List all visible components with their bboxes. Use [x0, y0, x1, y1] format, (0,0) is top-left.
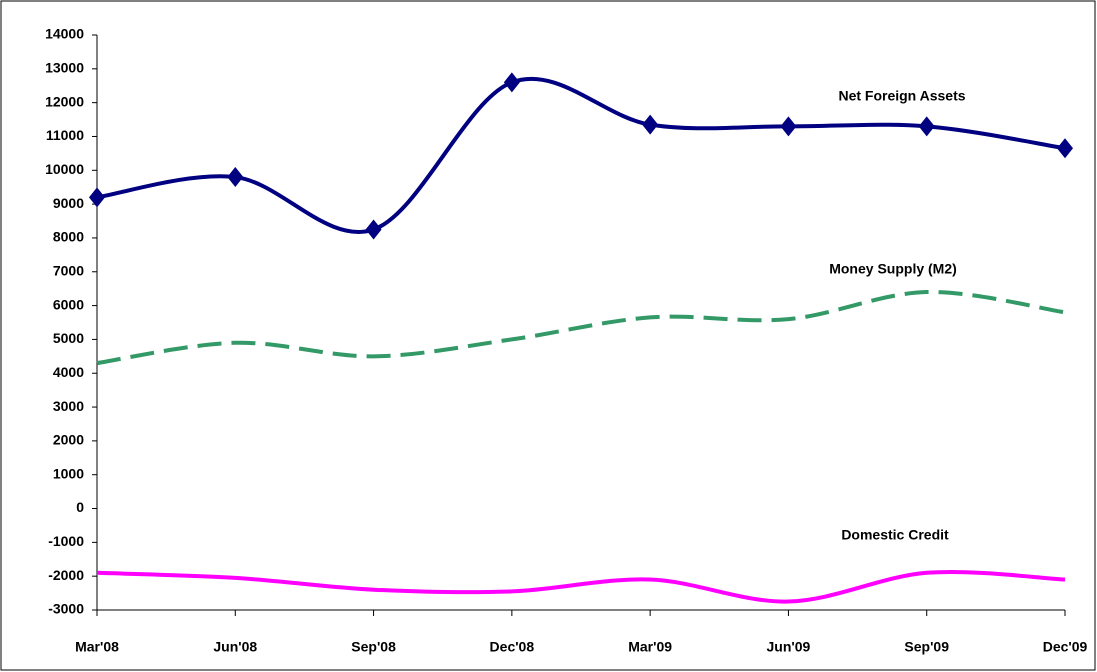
- y-tick-label: 0: [76, 499, 84, 515]
- x-tick-label: Mar'08: [75, 639, 119, 655]
- x-tick-label: Jun'09: [767, 639, 811, 655]
- y-tick-label: 6000: [53, 296, 84, 312]
- series-label: Domestic Credit: [841, 527, 949, 543]
- y-tick-label: 9000: [53, 195, 84, 211]
- y-tick-label: 3000: [53, 398, 84, 414]
- point-marker: [503, 72, 520, 93]
- x-tick-label: Sep'08: [351, 639, 396, 655]
- series-line: [96, 290, 1066, 366]
- point-marker: [780, 116, 797, 137]
- x-tick-label: Sep'09: [904, 639, 949, 655]
- y-tick-label: 7000: [53, 262, 84, 278]
- x-tick-label: Dec'09: [1043, 639, 1088, 655]
- y-tick-label: 8000: [53, 229, 84, 245]
- series-line: [96, 569, 1066, 604]
- y-tick-label: 4000: [53, 364, 84, 380]
- point-marker: [918, 116, 935, 137]
- y-tick-label: -2000: [48, 567, 84, 583]
- y-tick-label: 11000: [46, 127, 84, 143]
- series-label: Money Supply (M2): [829, 261, 957, 277]
- x-tick-label: Dec'08: [490, 639, 535, 655]
- y-tick-label: 14000: [45, 26, 84, 42]
- series-line: [96, 76, 1066, 234]
- point-marker: [642, 114, 659, 135]
- y-tick-label: 13000: [45, 60, 84, 76]
- y-tick-label: 10000: [45, 161, 84, 177]
- point-marker: [1057, 138, 1073, 159]
- y-tick-label: 12000: [45, 93, 84, 109]
- y-tick-label: -1000: [48, 533, 84, 549]
- y-tick-label: 1000: [53, 465, 84, 481]
- x-tick-label: Mar'09: [628, 639, 672, 655]
- point-marker: [227, 167, 244, 188]
- y-tick-label: 5000: [53, 330, 84, 346]
- y-tick-label: -3000: [48, 601, 84, 617]
- series-label: Net Foreign Assets: [838, 88, 965, 104]
- y-tick-label: 2000: [53, 432, 84, 448]
- x-tick-label: Jun'08: [213, 639, 257, 655]
- point-marker: [89, 187, 105, 208]
- point-marker: [365, 219, 382, 240]
